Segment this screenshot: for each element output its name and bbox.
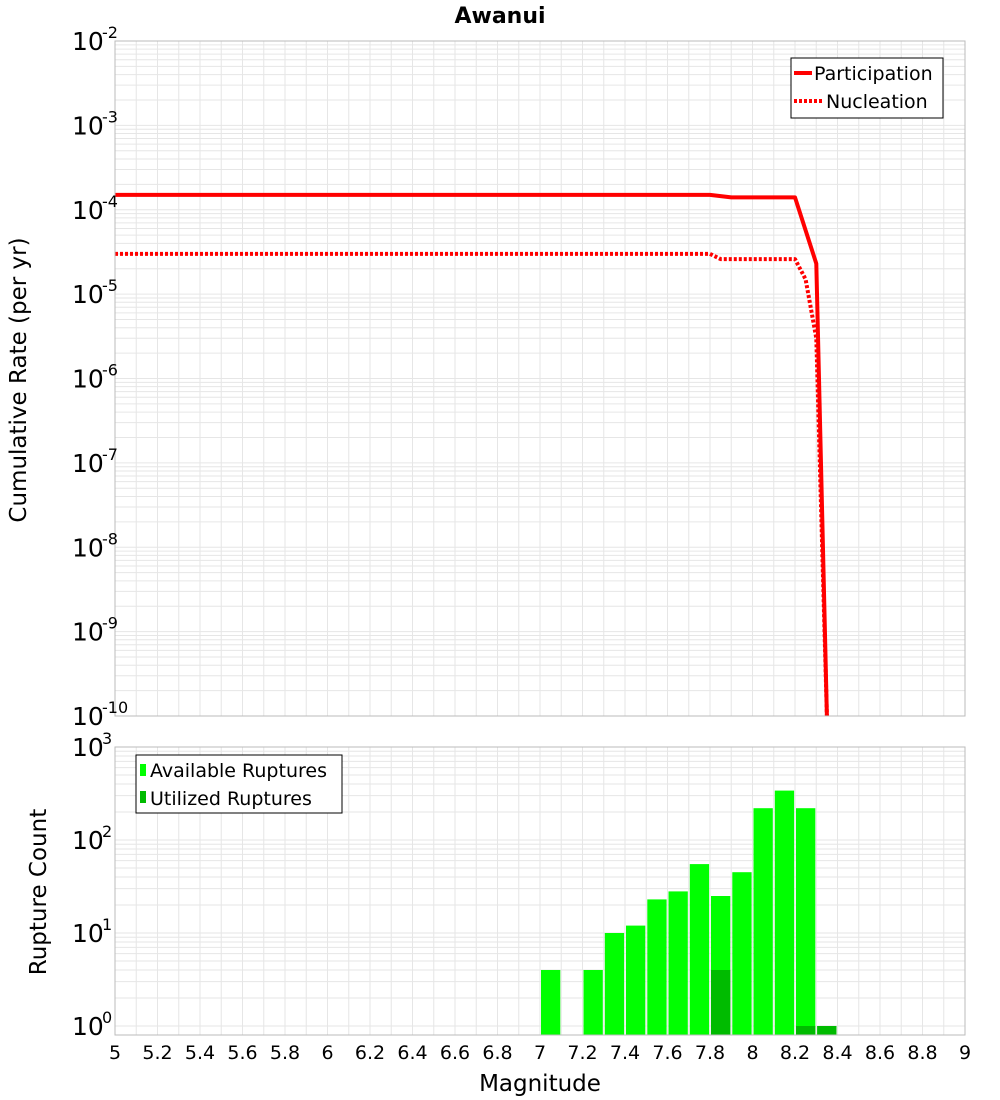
participation-legend-label: Participation — [814, 63, 933, 85]
rate-y-tick-exponent: -2 — [102, 23, 118, 42]
available-legend-label: Available Ruptures — [150, 760, 327, 782]
rate-y-tick-exponent: -9 — [102, 614, 118, 633]
x-axis-title: Magnitude — [479, 1071, 601, 1097]
rate-y-tick-label: 10 — [72, 280, 104, 309]
utilized-legend-label: Utilized Ruptures — [150, 788, 312, 810]
rate-y-tick-exponent: -4 — [102, 192, 118, 211]
x-tick-label: 5 — [109, 1042, 121, 1064]
x-tick-label: 6 — [321, 1042, 333, 1064]
rate-y-tick-label: 10 — [72, 27, 104, 56]
x-tick-label: 8 — [746, 1042, 758, 1064]
x-tick-label: 6.2 — [355, 1042, 385, 1064]
count-y-tick-label: 10 — [72, 1012, 104, 1041]
x-tick-label: 5.8 — [270, 1042, 300, 1064]
x-tick-label: 8.8 — [907, 1042, 937, 1064]
x-tick-label: 9 — [959, 1042, 971, 1064]
count-plot-grid — [114, 747, 966, 1035]
rate-plot-series — [115, 192, 829, 717]
chart-title: Awanui — [454, 4, 545, 29]
x-tick-label: 7.8 — [695, 1042, 725, 1064]
utilized-ruptures-bar — [711, 970, 731, 1035]
rate-y-tick-exponent: -10 — [102, 698, 128, 717]
x-tick-label: 8.2 — [780, 1042, 810, 1064]
x-tick-label: 8.6 — [865, 1042, 895, 1064]
nucleation-series-line — [115, 251, 829, 717]
count-y-tick-exponent: 2 — [102, 822, 112, 841]
available-ruptures-bar — [626, 925, 646, 1035]
available-ruptures-bar — [583, 970, 603, 1035]
rate-y-tick-exponent: -6 — [102, 361, 118, 380]
count-plot-x-ticks: 5 5.2 5.4 5.6 5.8 6 6.2 6.4 6.6 6.8 7 7.2 7.4 7.6 7.8 8… — [109, 1042, 971, 1064]
rate-y-tick-label: 10 — [72, 618, 104, 647]
x-tick-label: 6.6 — [440, 1042, 470, 1064]
x-tick-label: 7.6 — [652, 1042, 682, 1064]
x-tick-label: 5.6 — [227, 1042, 257, 1064]
count-plot-frame — [114, 746, 966, 1036]
count-y-tick-exponent: 0 — [102, 1008, 112, 1027]
rate-y-tick-exponent: -8 — [102, 529, 118, 548]
rate-y-tick-exponent: -3 — [102, 107, 118, 126]
rate-y-tick-exponent: -5 — [102, 276, 118, 295]
utilized-legend-swatch — [140, 791, 146, 803]
available-ruptures-bar — [668, 891, 688, 1035]
x-tick-label: 7.4 — [610, 1042, 640, 1064]
count-y-tick-exponent: 3 — [102, 729, 112, 748]
rate-y-tick-label: 10 — [72, 196, 104, 225]
utilized-ruptures-bar — [796, 1026, 816, 1035]
available-ruptures-bar — [753, 808, 773, 1035]
available-ruptures-bar — [689, 864, 710, 1035]
available-legend-swatch — [140, 764, 146, 776]
rate-plot-grid — [114, 41, 966, 717]
rate-plot-y-ticks: 10-210-310-410-510-610-710-810-910-10 — [72, 23, 128, 731]
rate-y-tick-label: 10 — [72, 449, 104, 478]
nucleation-legend-label: Nucleation — [826, 91, 928, 113]
utilized-ruptures-bar — [817, 1026, 837, 1035]
x-tick-label: 7 — [534, 1042, 546, 1064]
count-y-tick-exponent: 1 — [102, 915, 112, 934]
rate-plot-legend: Participation Nucleation — [790, 57, 944, 119]
x-tick-label: 6.4 — [397, 1042, 427, 1064]
x-tick-label: 7.2 — [567, 1042, 597, 1064]
count-plot-legend: Available Ruptures Utilized Ruptures — [135, 754, 343, 814]
available-ruptures-bar — [796, 808, 816, 1035]
available-ruptures-bar — [604, 933, 625, 1035]
count-y-tick-label: 10 — [72, 919, 104, 948]
available-ruptures-bar — [774, 790, 795, 1035]
available-ruptures-bar — [541, 970, 561, 1035]
count-legend-box — [135, 754, 343, 814]
rate-plot-frame — [114, 40, 966, 717]
available-ruptures-bar — [732, 872, 752, 1035]
x-tick-label: 5.2 — [142, 1042, 172, 1064]
available-ruptures-bar — [647, 899, 667, 1035]
rate-plot-y-axis-title: Cumulative Rate (per yr) — [6, 237, 32, 522]
count-y-tick-label: 10 — [72, 733, 104, 762]
participation-series-line — [115, 192, 829, 717]
rate-y-tick-label: 10 — [72, 702, 104, 731]
count-plot-y-axis-title: Rupture Count — [26, 809, 52, 975]
rate-legend-box — [790, 57, 944, 119]
x-tick-label: 6.8 — [482, 1042, 512, 1064]
rate-y-tick-label: 10 — [72, 111, 104, 140]
rate-y-tick-label: 10 — [72, 533, 104, 562]
count-y-tick-label: 10 — [72, 826, 104, 855]
count-plot-bars — [541, 790, 837, 1035]
x-tick-label: 5.4 — [185, 1042, 215, 1064]
rate-y-tick-label: 10 — [72, 365, 104, 394]
rate-y-tick-exponent: -7 — [102, 445, 118, 464]
x-tick-label: 8.4 — [822, 1042, 852, 1064]
